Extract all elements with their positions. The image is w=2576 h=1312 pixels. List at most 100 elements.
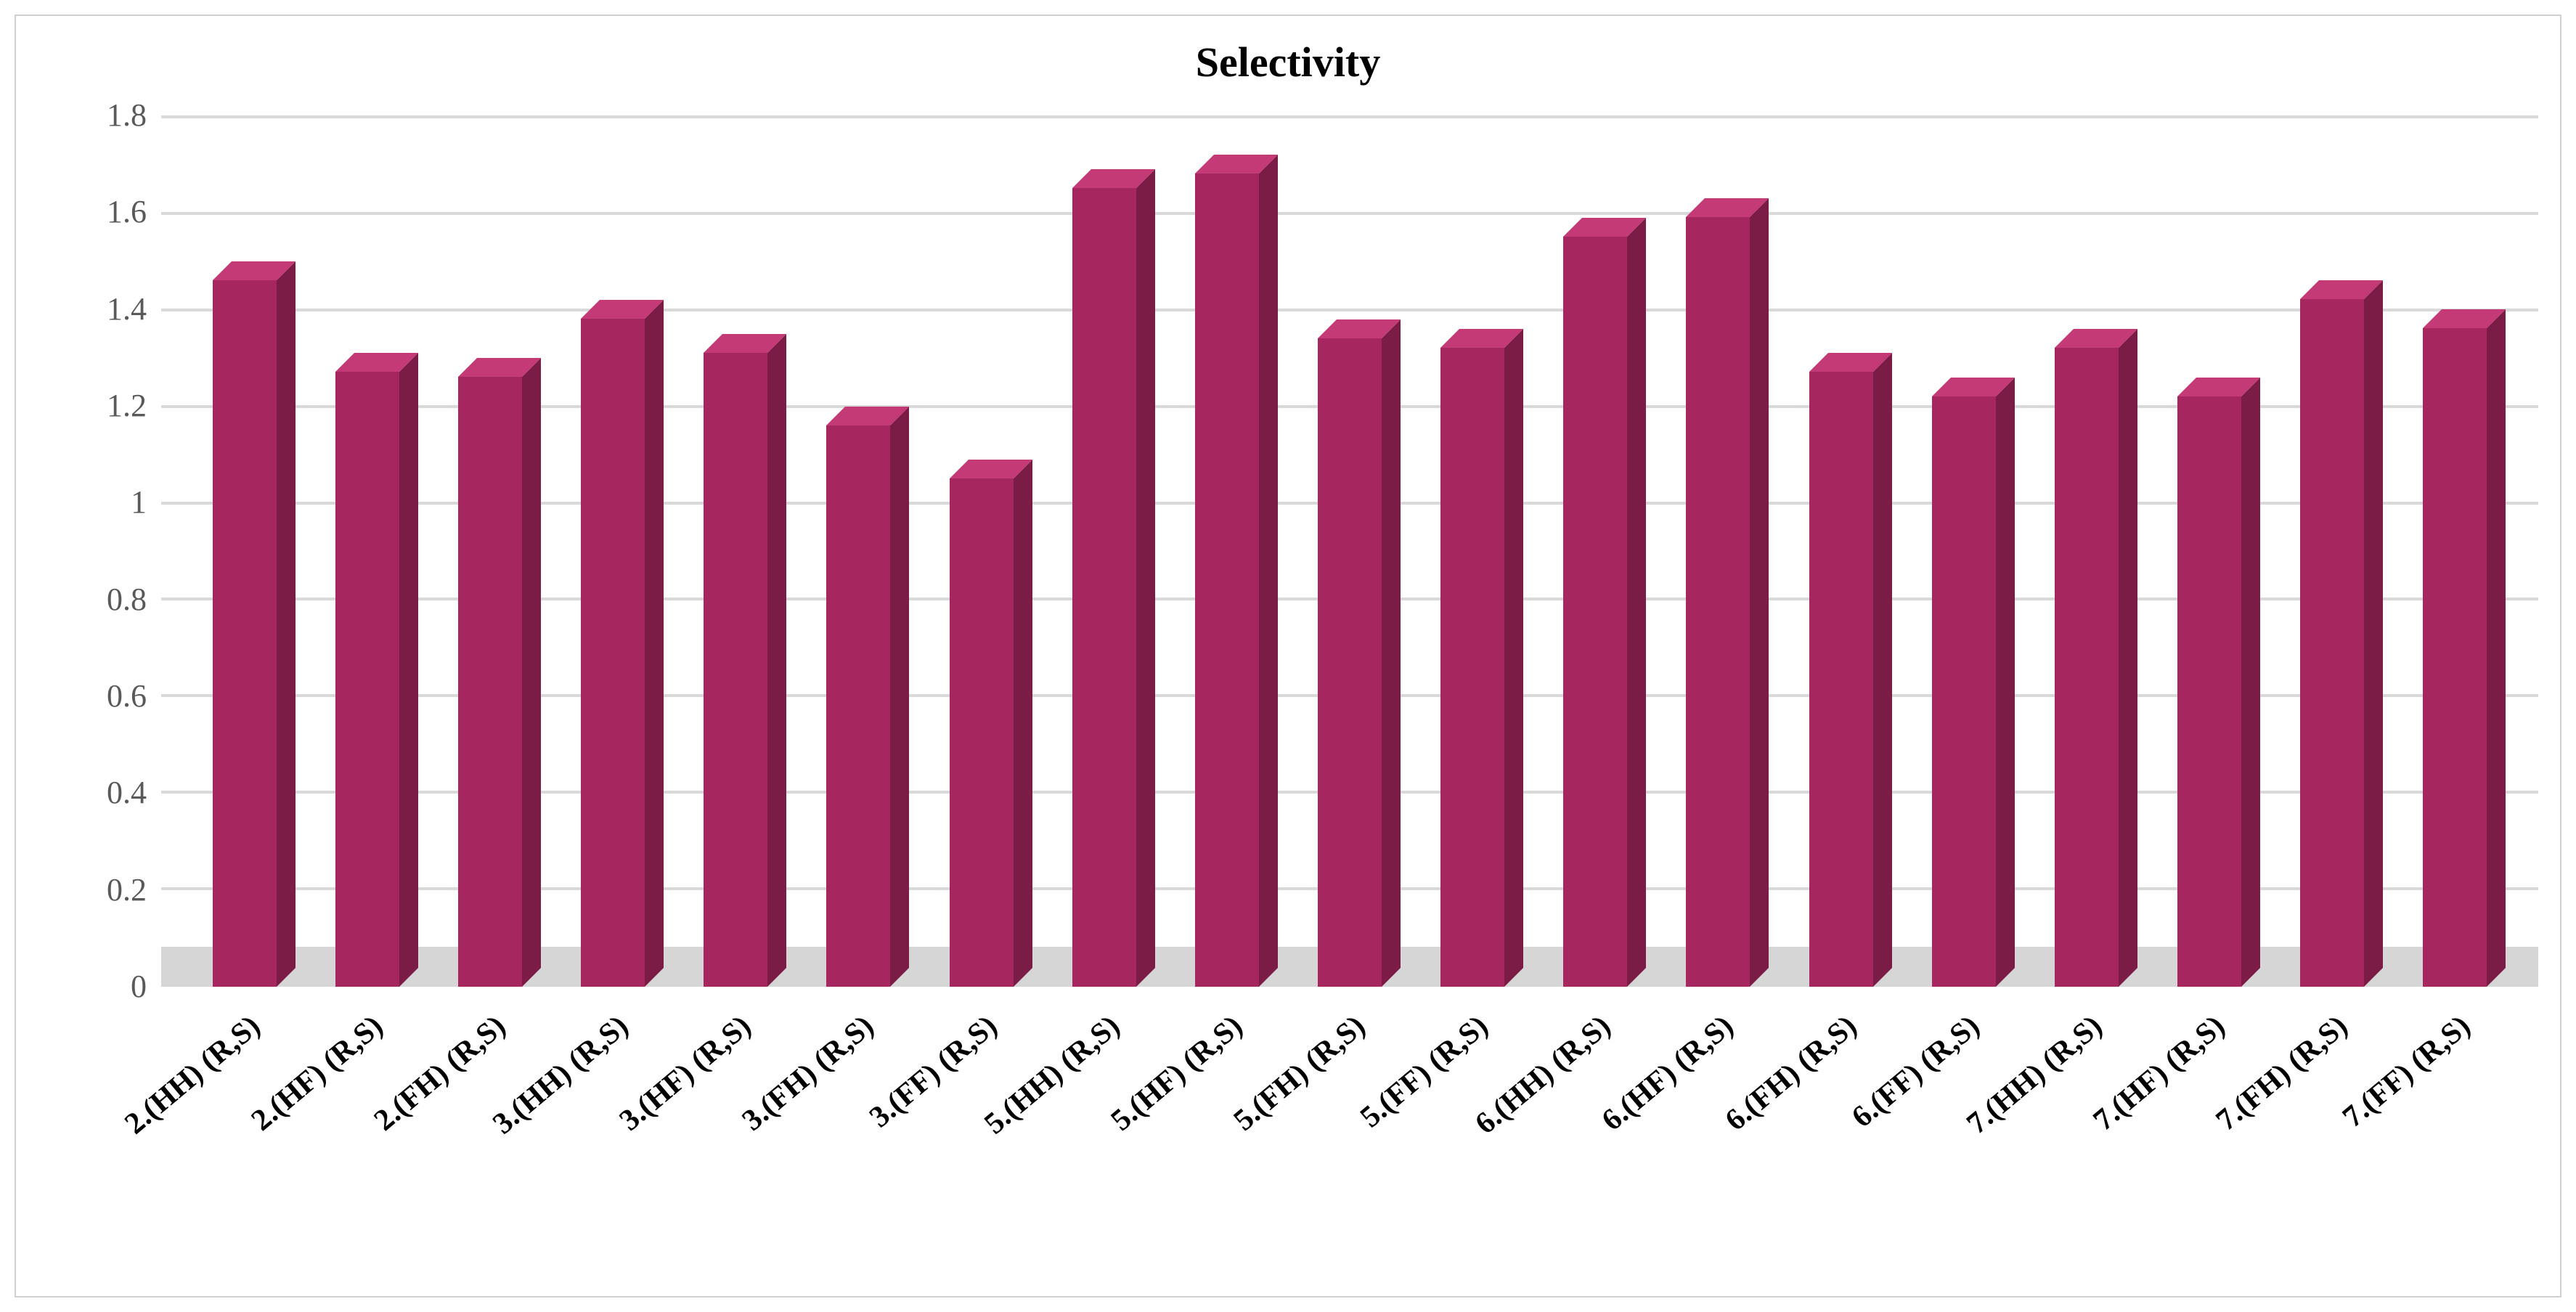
chart-title: Selectivity — [1196, 38, 1380, 86]
x-label-slot: 5.(HH) (R,S) — [1043, 1009, 1165, 1241]
bar — [458, 377, 522, 987]
bar — [2300, 299, 2364, 987]
bar — [1809, 372, 1873, 987]
bar — [1318, 338, 1382, 987]
x-label-slot: 7.(FF) (R,S) — [2394, 1009, 2516, 1241]
bar — [213, 280, 277, 987]
bar-front — [1686, 217, 1750, 987]
bar-slot — [674, 115, 797, 987]
bar-slot — [428, 115, 551, 987]
bar-front — [826, 425, 890, 987]
x-label-slot: 6.(FH) (R,S) — [1780, 1009, 1902, 1241]
bar-front — [1932, 396, 1996, 987]
bar-side — [2364, 280, 2383, 987]
bar — [1932, 396, 1996, 987]
bar — [2055, 348, 2119, 987]
bar-front — [458, 377, 522, 987]
bar-side — [2241, 378, 2260, 987]
bar — [2177, 396, 2241, 987]
bar-side — [277, 261, 295, 987]
bar-slot — [183, 115, 306, 987]
bar — [335, 372, 399, 987]
bar-front — [1563, 237, 1627, 987]
bar-front — [1440, 348, 1504, 987]
bar — [950, 478, 1014, 987]
bar-front — [1809, 372, 1873, 987]
bar-side — [890, 407, 909, 987]
bar-slot — [2271, 115, 2394, 987]
bar — [1686, 217, 1750, 987]
y-axis: 1.81.61.41.210.80.60.40.20 — [38, 115, 161, 987]
bar — [1072, 188, 1136, 987]
bar-slot — [551, 115, 674, 987]
bar-side — [522, 358, 541, 987]
x-label-slot: 2.(FH) (R,S) — [428, 1009, 551, 1241]
bar-front — [581, 319, 645, 987]
x-label-slot: 5.(HF) (R,S) — [1165, 1009, 1288, 1241]
bar-front — [1195, 174, 1259, 987]
bar-slot — [2025, 115, 2148, 987]
bar-slot — [2394, 115, 2516, 987]
x-axis-row: 2.(HH) (R,S)2.(HF) (R,S)2.(FH) (R,S) 3.(H… — [38, 987, 2538, 1241]
bar-front — [2423, 328, 2487, 987]
bar-slot — [1043, 115, 1165, 987]
bar-slot — [920, 115, 1043, 987]
bar-front — [1072, 188, 1136, 987]
bars-row — [161, 115, 2538, 987]
bar-front — [950, 478, 1014, 987]
x-label-slot: 2.(HH) (R,S) — [183, 1009, 306, 1241]
bar-side — [2119, 329, 2137, 987]
x-labels: 2.(HH) (R,S)2.(HF) (R,S)2.(FH) (R,S) 3.(H… — [161, 1009, 2538, 1241]
plot-area — [161, 115, 2538, 987]
bar-slot — [1657, 115, 1780, 987]
x-label-slot: 6.(FF) (R,S) — [1902, 1009, 2025, 1241]
bar-slot — [306, 115, 428, 987]
bar-front — [704, 353, 767, 987]
bar — [1440, 348, 1504, 987]
bar-front — [1318, 338, 1382, 987]
bar-front — [2055, 348, 2119, 987]
bar-side — [767, 334, 786, 987]
bar-front — [2177, 396, 2241, 987]
bar-slot — [1411, 115, 1534, 987]
bar-slot — [1780, 115, 1902, 987]
bar-slot — [1534, 115, 1657, 987]
bar-side — [1996, 378, 2015, 987]
bar-side — [1382, 319, 1401, 987]
x-label-slot: 5.(FH) (R,S) — [1288, 1009, 1411, 1241]
bar — [1563, 237, 1627, 987]
bar-front — [335, 372, 399, 987]
plot-row: 1.81.61.41.210.80.60.40.20 — [38, 115, 2538, 987]
x-label-slot: 3.(FF) (R,S) — [920, 1009, 1043, 1241]
bar-front — [2300, 299, 2364, 987]
bar — [704, 353, 767, 987]
bar-slot — [1288, 115, 1411, 987]
x-label-slot: 3.(FH) (R,S) — [797, 1009, 920, 1241]
bar — [581, 319, 645, 987]
bar-side — [1750, 198, 1769, 987]
x-label-slot: 6.(HF) (R,S) — [1657, 1009, 1780, 1241]
x-label-slot: 7.(HH) (R,S) — [2025, 1009, 2148, 1241]
bar-side — [1136, 169, 1155, 987]
bar — [2423, 328, 2487, 987]
bar-slot — [1902, 115, 2025, 987]
bar — [826, 425, 890, 987]
bar — [1195, 174, 1259, 987]
bar-side — [1627, 218, 1646, 987]
x-label-slot: 2.(HF) (R,S) — [306, 1009, 428, 1241]
bar-side — [399, 353, 418, 987]
x-label-slot: 7.(HF) (R,S) — [2148, 1009, 2271, 1241]
bar-side — [1504, 329, 1523, 987]
bar-side — [1873, 353, 1892, 987]
bar-front — [213, 280, 277, 987]
chart-title-wrap: Selectivity — [38, 38, 2538, 86]
x-label-slot: 5.(FF) (R,S) — [1411, 1009, 1534, 1241]
bar-slot — [1165, 115, 1288, 987]
x-label-slot: 3.(HF) (R,S) — [674, 1009, 797, 1241]
bar-side — [1014, 460, 1032, 987]
chart-panel: Selectivity 1.81.61.41.210.80.60.40.20 2… — [15, 15, 2561, 1297]
bar-side — [1259, 155, 1278, 987]
bar-slot — [2148, 115, 2271, 987]
bar-slot — [797, 115, 920, 987]
x-label-slot: 7.(FH) (R,S) — [2271, 1009, 2394, 1241]
